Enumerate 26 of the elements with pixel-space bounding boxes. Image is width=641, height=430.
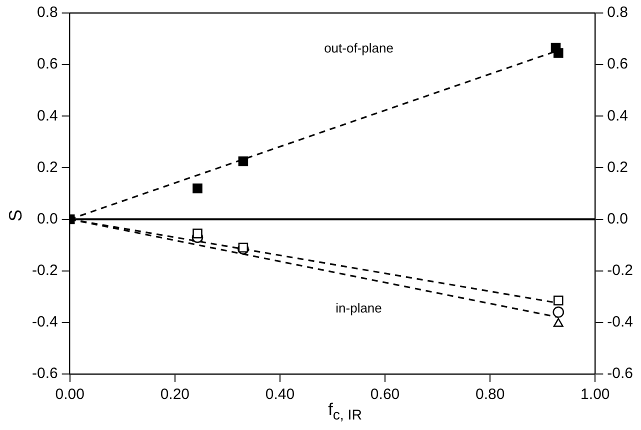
x-tick-label: 0.40 [265, 386, 295, 404]
y-tick-label: 0.8 [36, 4, 58, 22]
x-tick-label: 0.60 [370, 386, 400, 404]
y2-tick-label: -0.2 [607, 262, 634, 279]
annotation: out-of-plane [324, 40, 394, 56]
y2-tick-label: 0.4 [607, 107, 628, 124]
y-tick-label: 0.6 [36, 56, 58, 73]
y2-tick-label: -0.6 [607, 365, 634, 382]
x-axis-title: f$_{c, IR}$ [328, 400, 362, 424]
y-tick-label: -0.4 [32, 314, 58, 331]
y2-tick-label: -0.4 [607, 314, 634, 331]
x-tick-label: 1.00 [580, 386, 610, 404]
y2-tick-label: 0.6 [607, 56, 628, 73]
y-tick-label: 0.4 [36, 107, 58, 124]
y2-tick-label: 0.8 [607, 4, 628, 22]
x-tick-label: 0.20 [160, 386, 190, 404]
y-tick-label: 0.2 [36, 158, 58, 176]
x-tick-label: 0.00 [55, 386, 84, 404]
annotation: in-plane [336, 300, 382, 316]
y-tick-label: -0.2 [32, 262, 58, 279]
y2-tick-label: 0.2 [607, 158, 628, 176]
y-axis-title: S [6, 209, 26, 222]
y2-tick-label: 0.0 [607, 210, 628, 228]
x-tick-label: 0.80 [475, 386, 505, 404]
y-tick-label: -0.6 [32, 365, 58, 382]
y-tick-label: 0.0 [36, 210, 58, 228]
